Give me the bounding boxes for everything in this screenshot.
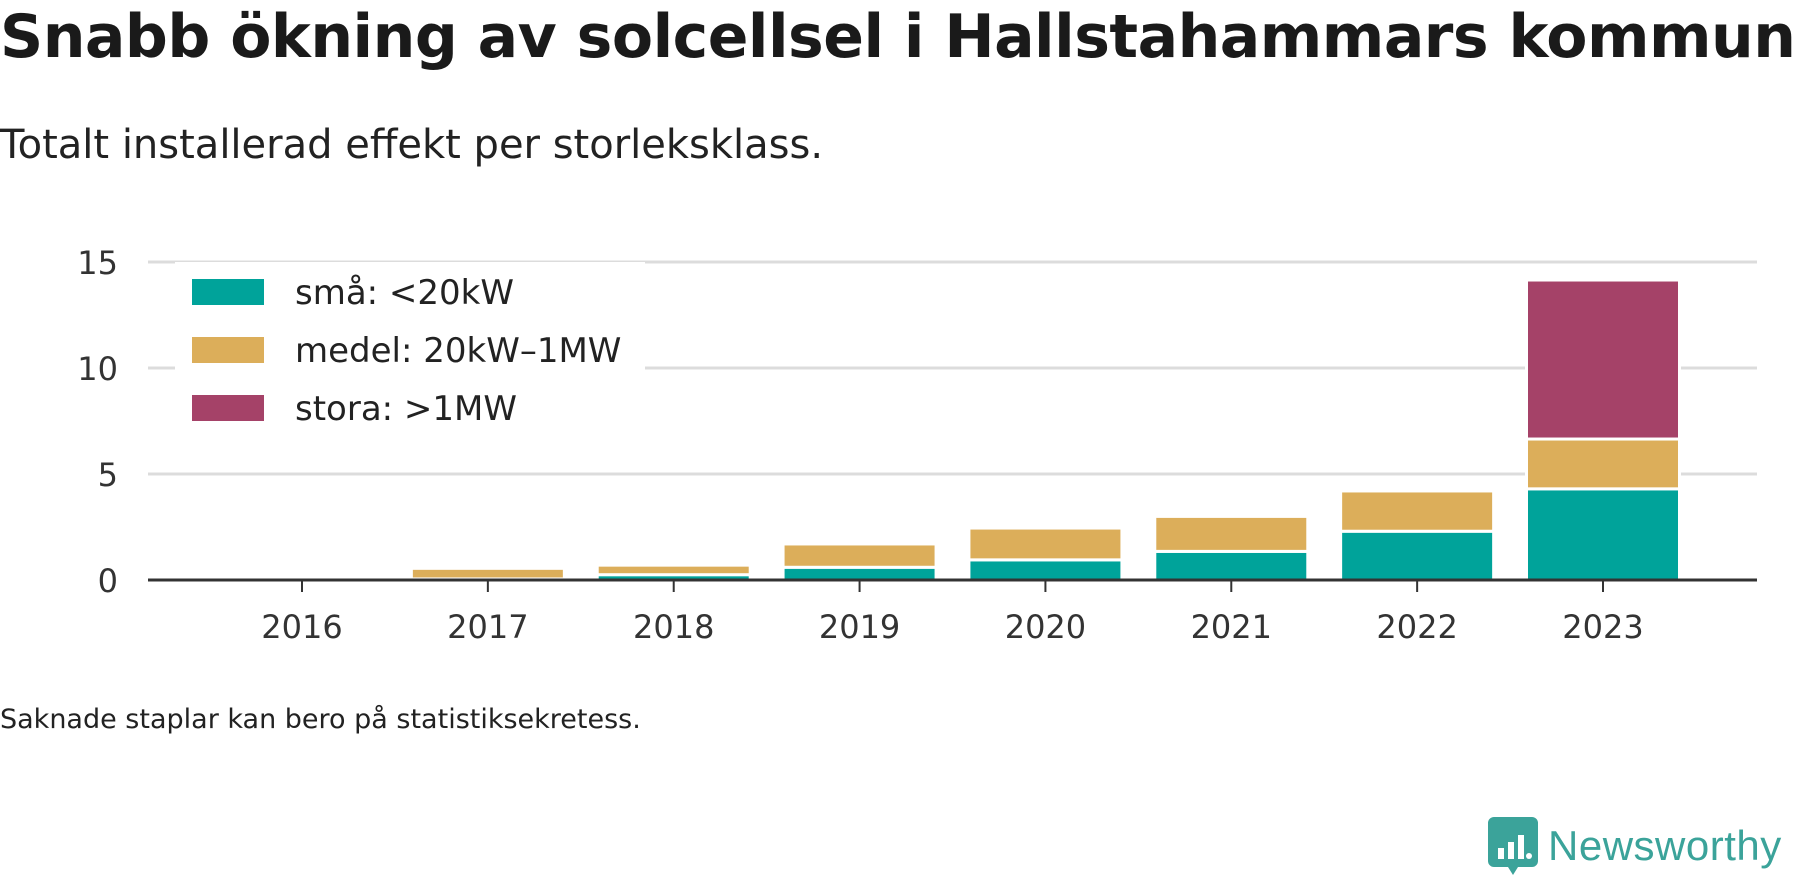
x-tick-label: 2020 <box>1005 608 1086 646</box>
x-tick-label: 2017 <box>447 608 528 646</box>
bar-segment <box>1153 514 1310 553</box>
bar-segment <box>595 563 752 577</box>
bar-segment <box>967 558 1124 582</box>
footnote: Saknade staplar kan bero på statistiksek… <box>0 704 641 735</box>
y-tick-label: 10 <box>77 350 118 388</box>
legend-swatch <box>192 337 264 363</box>
bar-segment <box>1339 489 1496 533</box>
bar-segment <box>781 565 938 582</box>
x-tick-label: 2023 <box>1562 608 1643 646</box>
bar-segment <box>781 542 938 569</box>
bar-segment <box>409 566 566 581</box>
legend-label: medel: 20kW–1MW <box>295 331 621 371</box>
bar-segment <box>967 526 1124 562</box>
x-tick-label: 2016 <box>261 608 342 646</box>
y-tick-label: 0 <box>98 562 118 600</box>
y-tick-label: 15 <box>77 244 118 282</box>
stacked-bar-chart: 0 5 10 15 2016 2017 2018 2019 2020 2021 2022 2023 sm… <box>77 244 1757 646</box>
x-tick-label: 2021 <box>1191 608 1272 646</box>
x-tick-label: 2022 <box>1376 608 1457 646</box>
x-tick-label: 2019 <box>819 608 900 646</box>
legend-swatch <box>192 395 264 421</box>
newsworthy-logo: Newsworthy <box>1488 817 1782 875</box>
bar-segment <box>1525 487 1681 582</box>
legend-label: stora: >1MW <box>295 389 517 429</box>
y-tick-label: 5 <box>98 456 118 494</box>
bar-segment <box>1525 278 1681 441</box>
legend-swatch <box>192 279 264 305</box>
bar-segment <box>1339 529 1496 582</box>
bar-segment <box>1153 549 1310 582</box>
chart-title: Snabb ökning av solcellsel i Hallstahamm… <box>0 2 1796 72</box>
x-tick-label: 2018 <box>633 608 714 646</box>
newsworthy-chart-icon <box>1488 817 1538 875</box>
legend-label: små: <20kW <box>295 273 514 313</box>
chart-subtitle: Totalt installerad effekt per storlekskl… <box>0 122 824 168</box>
brand-name: Newsworthy <box>1548 822 1782 869</box>
bar-segment <box>1525 437 1681 491</box>
